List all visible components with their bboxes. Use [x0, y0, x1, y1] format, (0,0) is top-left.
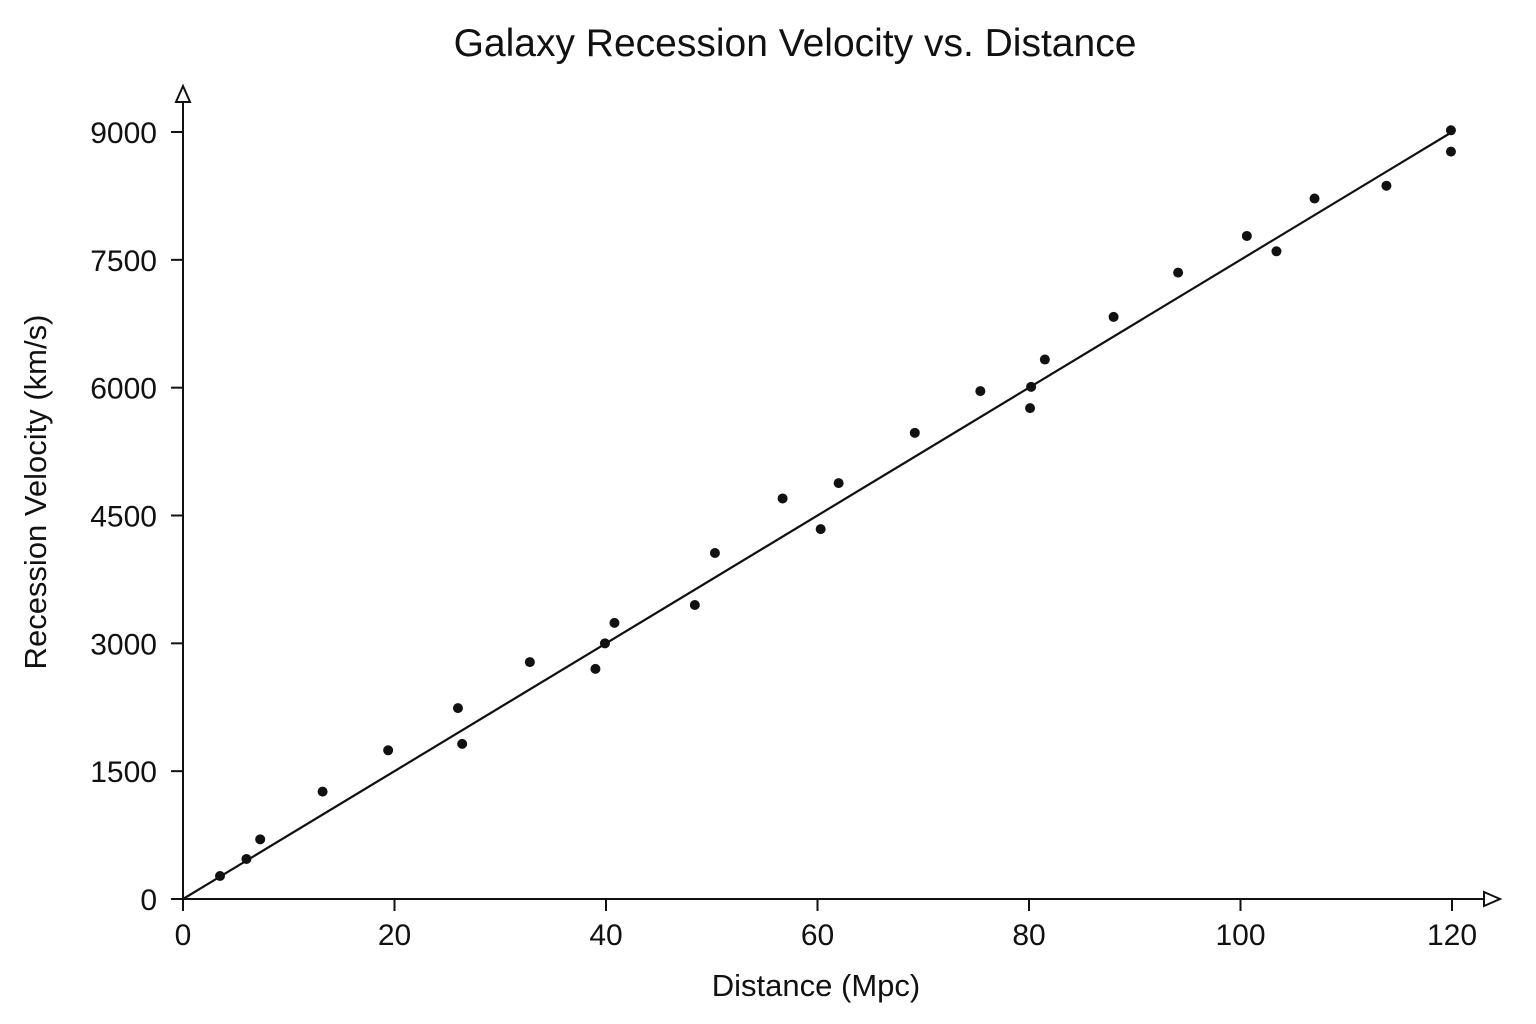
data-point — [383, 745, 394, 756]
data-point — [1108, 311, 1119, 322]
data-point — [590, 663, 601, 674]
x-axis-label: Distance (Mpc) — [712, 968, 920, 1003]
data-point — [241, 853, 252, 864]
y-tick-label: 6000 — [90, 373, 157, 406]
data-point — [317, 786, 328, 797]
x-tick-label: 60 — [801, 919, 834, 952]
data-point — [833, 478, 844, 489]
trend-line-group — [182, 131, 1453, 900]
x-tick-label: 0 — [175, 919, 192, 952]
data-point — [1026, 381, 1037, 392]
data-point — [524, 657, 535, 668]
data-point — [1381, 180, 1392, 191]
y-tick-label: 4500 — [90, 501, 157, 534]
x-tick-label: 20 — [378, 919, 411, 952]
data-point — [777, 493, 788, 504]
data-point — [457, 738, 468, 749]
data-point — [599, 638, 610, 649]
x-axis-arrow — [1483, 890, 1503, 908]
y-tick-label: 7500 — [90, 245, 157, 278]
data-point — [1025, 403, 1036, 414]
x-tick-label: 120 — [1427, 919, 1477, 952]
data-point — [1271, 246, 1282, 257]
y-tick-label: 0 — [140, 884, 157, 917]
data-point — [909, 427, 920, 438]
x-tick-label: 100 — [1215, 919, 1265, 952]
data-point — [689, 599, 700, 610]
data-point — [1445, 146, 1456, 157]
chart-title: Galaxy Recession Velocity vs. Distance — [454, 22, 1137, 65]
y-axis-arrow — [174, 83, 192, 103]
data-point — [215, 870, 226, 881]
trend-line — [182, 131, 1453, 900]
y-tick-label: 3000 — [90, 628, 157, 661]
data-point — [1241, 230, 1252, 241]
data-point — [1309, 193, 1320, 204]
data-point — [1445, 125, 1456, 136]
data-point — [709, 547, 720, 558]
axes — [174, 83, 1503, 908]
y-axis-label: Recession Velocity (km/s) — [18, 315, 53, 670]
axis-ticks: 0 20 40 60 80 100 120 0 1500 3000 4500 6000 7500 9000 — [90, 117, 1477, 952]
data-points — [215, 125, 1456, 881]
data-point — [1039, 354, 1050, 365]
data-point — [452, 703, 463, 714]
x-tick-label: 80 — [1012, 919, 1045, 952]
y-tick-label: 9000 — [90, 117, 157, 150]
data-point — [815, 524, 826, 535]
data-point — [1173, 267, 1184, 278]
y-tick-label: 1500 — [90, 756, 157, 789]
data-point — [255, 834, 266, 845]
x-tick-label: 40 — [589, 919, 622, 952]
data-point — [609, 617, 620, 628]
data-point — [975, 386, 986, 397]
